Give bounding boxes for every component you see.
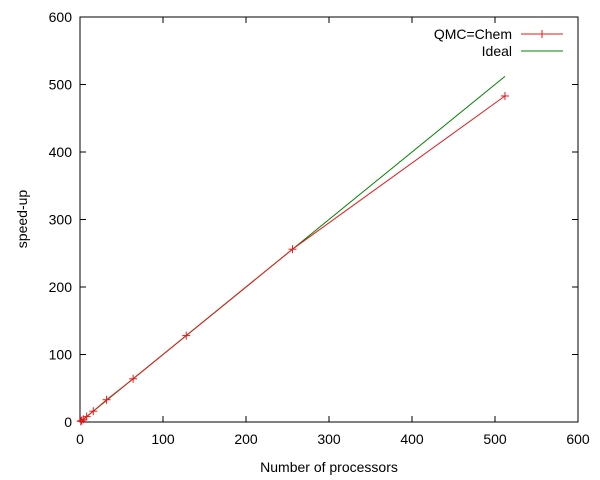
plot-frame [79,16,579,423]
legend-marker-qmc-chem [538,30,546,38]
series-layer [76,76,509,426]
y-tick-label-3: 300 [49,212,73,228]
y-axis-label: speed-up [14,190,30,249]
y-tick-label-5: 500 [49,77,73,93]
y-tick-label-2: 200 [49,279,73,295]
x-axis-label: Number of processors [260,459,398,475]
y-tick-label-1: 100 [49,347,73,363]
data-point-qmc-chem-6 [129,374,138,383]
y-tick-label-4: 400 [49,144,73,160]
data-point-qmc-chem-5 [102,395,111,404]
x-tick-label-3: 300 [317,431,341,447]
tick-labels: 0 100 200 300 400 500 600 0 100 200 300 400 500 600 [49,9,590,447]
legend-label-qmc-chem: QMC=Chem [434,26,512,42]
data-point-qmc-chem-9 [500,91,509,100]
x-tick-label-2: 200 [234,431,258,447]
y-tick-label-6: 600 [49,9,73,25]
x-tick-label-0: 0 [76,431,84,447]
x-tick-label-5: 500 [483,431,507,447]
x-tick-label-4: 400 [400,431,424,447]
x-tick-label-1: 100 [151,431,175,447]
data-point-qmc-chem-8 [288,245,297,254]
series-line-qmc-chem [80,95,506,422]
y-tick-label-0: 0 [64,414,72,430]
data-point-qmc-chem-7 [182,331,191,340]
legend-label-ideal: Ideal [482,43,512,59]
data-point-qmc-chem-4 [89,407,98,416]
data-point-qmc-chem-1 [77,416,86,425]
data-point-qmc-chem-3 [82,412,91,421]
x-tick-label-6: 600 [566,431,590,447]
